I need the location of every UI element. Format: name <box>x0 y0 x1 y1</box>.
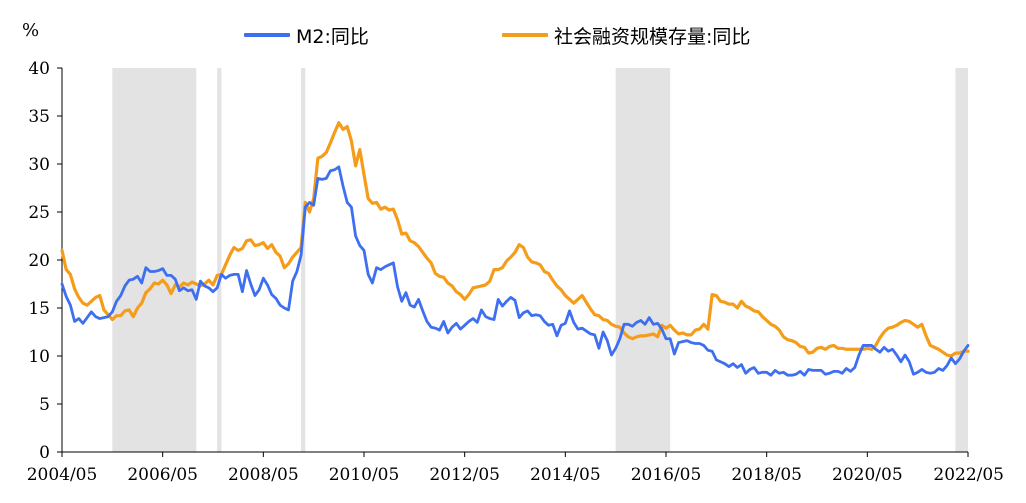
y-tick-label-25: 25 <box>28 203 50 223</box>
y-tick-label-40: 40 <box>28 59 50 79</box>
x-tick-label-7: 2018/05 <box>731 465 802 485</box>
x-tick-label-4: 2012/05 <box>429 465 500 485</box>
shaded-period-1 <box>217 68 222 452</box>
shaded-period-3 <box>615 68 671 452</box>
y-tick-label-5: 5 <box>39 395 50 415</box>
shaded-period-2 <box>301 68 306 452</box>
y-tick-label-35: 35 <box>28 107 50 127</box>
y-tick-label-20: 20 <box>28 251 50 271</box>
x-tick-label-8: 2020/05 <box>832 465 903 485</box>
y-axis-unit-label: % <box>22 20 40 41</box>
y-tick-label-15: 15 <box>28 299 50 319</box>
x-tick-label-5: 2014/05 <box>530 465 601 485</box>
shaded-period-0 <box>112 68 197 452</box>
chart-legend: M2:同比 社会融资规模存量:同比 <box>0 20 1026 50</box>
legend-label-m2: M2:同比 <box>296 25 369 48</box>
legend-swatch-m2 <box>244 33 290 37</box>
x-tick-label-1: 2006/05 <box>127 465 198 485</box>
legend-swatch-tsf <box>502 33 548 37</box>
legend-label-tsf: 社会融资规模存量:同比 <box>554 25 751 48</box>
series-line-0 <box>60 165 970 377</box>
y-tick-label-0: 0 <box>39 443 50 463</box>
legend-item-tsf: 社会融资规模存量:同比 <box>502 20 750 50</box>
x-tick-label-3: 2010/05 <box>329 465 400 485</box>
x-tick-label-9: 2022/05 <box>933 465 1004 485</box>
x-tick-label-2: 2008/05 <box>228 465 299 485</box>
shaded-period-4 <box>955 68 968 452</box>
x-tick-label-0: 2004/05 <box>27 465 98 485</box>
y-tick-label-30: 30 <box>28 155 50 175</box>
y-tick-label-10: 10 <box>28 347 50 367</box>
x-tick-label-6: 2016/05 <box>631 465 702 485</box>
legend-item-m2: M2:同比 <box>244 20 369 50</box>
series-line-1 <box>60 121 970 358</box>
